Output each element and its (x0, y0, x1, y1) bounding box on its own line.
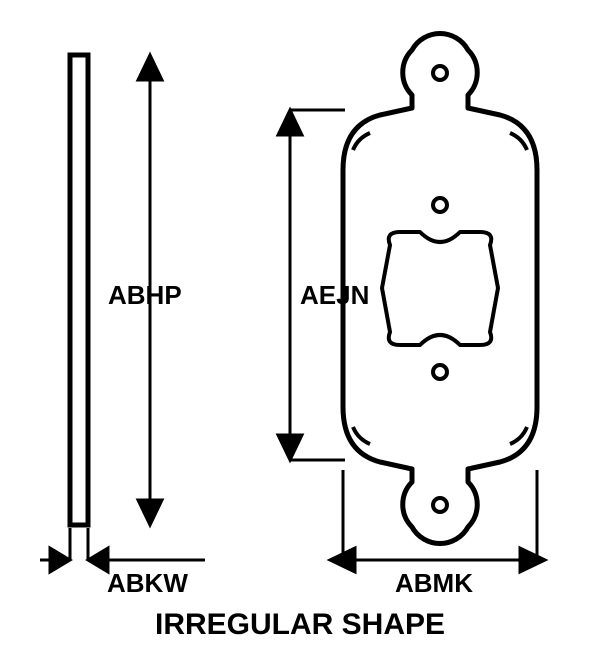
inner-hole-top (433, 198, 447, 212)
dim-abkw (40, 528, 205, 572)
figure-title: IRREGULAR SHAPE (0, 608, 600, 642)
tab-hole-bottom (433, 498, 447, 512)
fold-lines (353, 133, 527, 444)
inner-hole-bottom (433, 365, 447, 379)
label-abhp: ABHP (108, 280, 182, 311)
center-cutout (382, 232, 498, 345)
side-profile-rect (70, 55, 88, 525)
label-abkw: ABKW (107, 568, 188, 599)
tab-hole-top (433, 66, 447, 80)
label-abmk: ABMK (395, 568, 473, 599)
dim-abmk (330, 470, 545, 572)
irregular-plate (343, 33, 537, 543)
label-aejn: AEJN (300, 280, 369, 311)
